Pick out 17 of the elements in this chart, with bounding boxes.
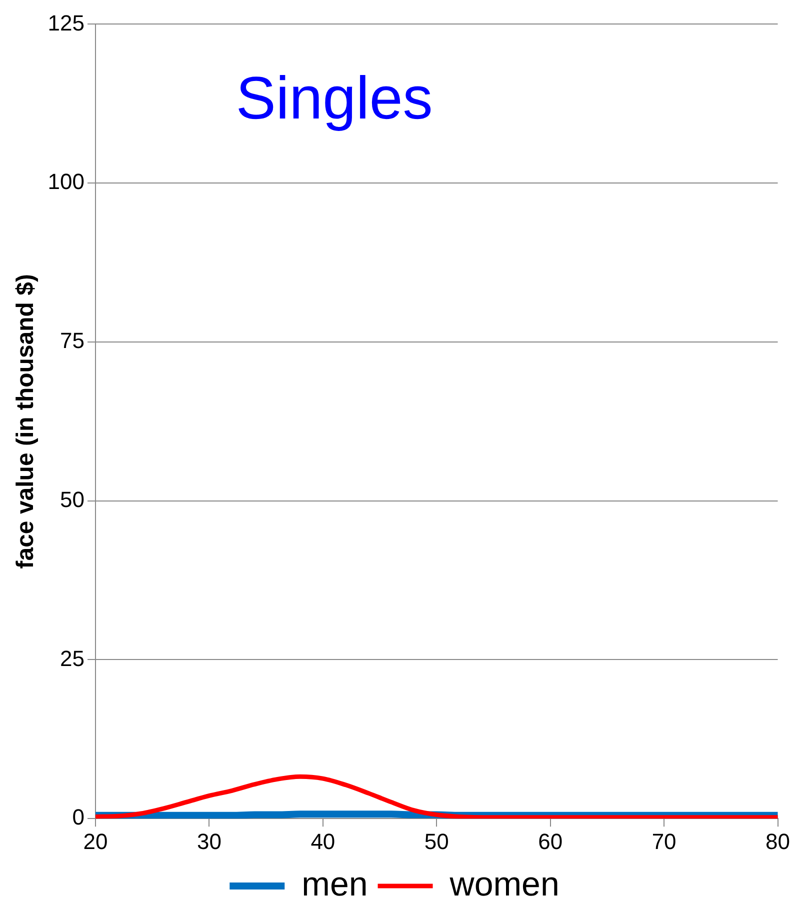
y-tick-label: 50 — [60, 486, 85, 512]
y-tick-label: 0 — [72, 804, 85, 830]
y-tick-label: 100 — [48, 169, 85, 194]
y-axis-title: face value (in thousand $) — [12, 274, 40, 569]
x-tick-label: 60 — [538, 828, 563, 854]
legend-label: women — [448, 865, 560, 904]
x-tick-label: 30 — [196, 828, 222, 854]
x-tick-label: 70 — [652, 828, 676, 854]
y-tick-label: 25 — [60, 646, 85, 671]
x-tick-label: 80 — [766, 828, 790, 854]
legend-label: men — [302, 865, 368, 904]
x-tick-label: 50 — [424, 828, 449, 854]
y-tick-label: 75 — [60, 328, 85, 354]
x-tick-label: 40 — [310, 828, 336, 854]
x-tick-label: 20 — [83, 828, 108, 854]
text: Singles — [236, 64, 433, 132]
y-tick-label: 125 — [48, 10, 85, 36]
